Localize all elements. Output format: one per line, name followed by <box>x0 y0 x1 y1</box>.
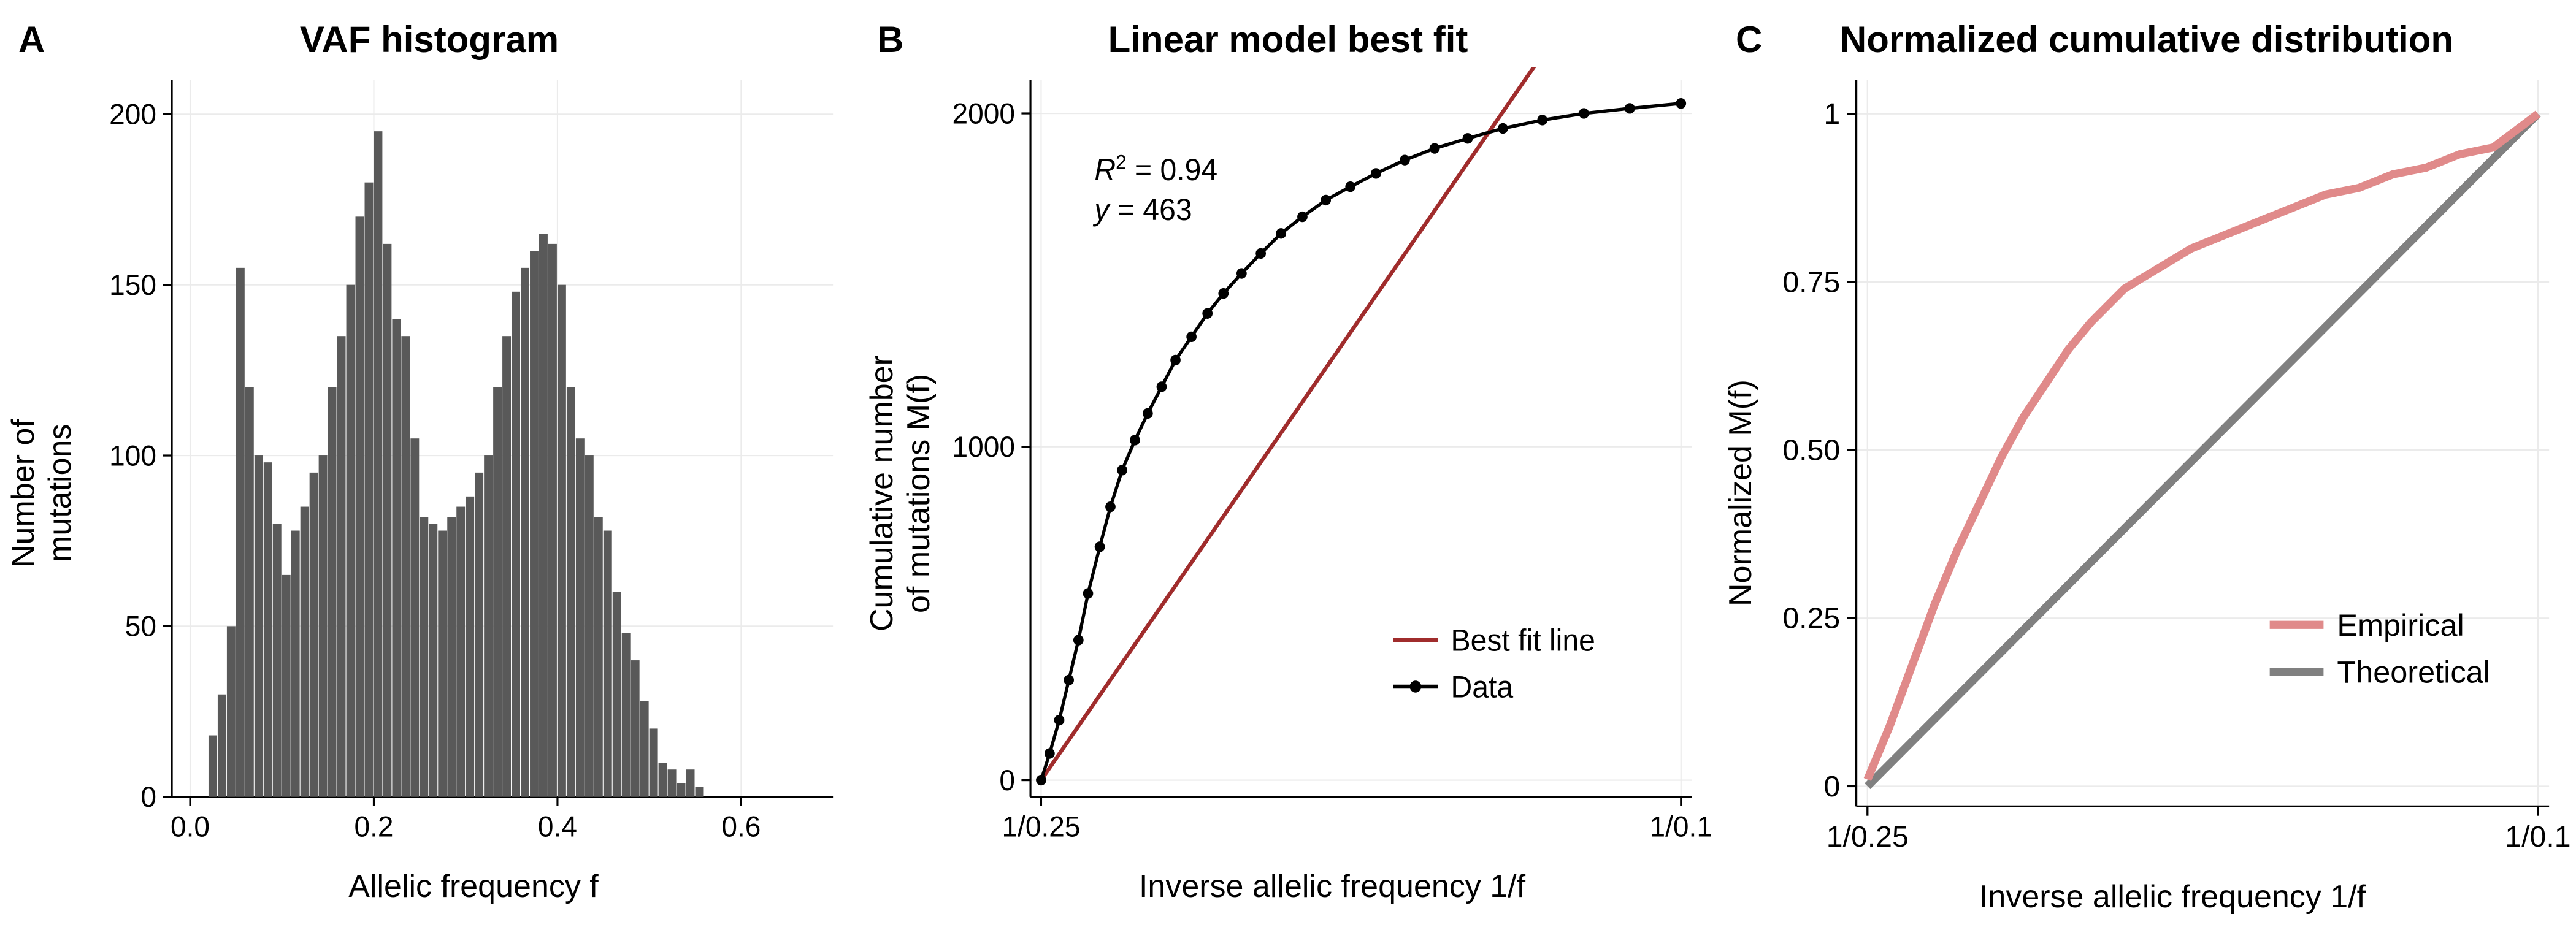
panel-a: A VAF histogram Number ofmutations 0.00.… <box>0 0 859 920</box>
panel-c-plotwrap: Normalized M(f) 1/0.25 1/0.1 0 0.25 0.50 0.75… <box>1717 67 2576 920</box>
svg-text:0: 0 <box>1823 770 1840 803</box>
svg-text:0.6: 0.6 <box>721 810 761 843</box>
panel-b-ylabel: Cumulative numberof mutations M(f) <box>859 67 947 920</box>
panel-b-xlabel: Inverse allelic frequency 1/f <box>947 863 1717 920</box>
svg-text:0.75: 0.75 <box>1782 265 1840 299</box>
panel-b: B Linear model best fit Cumulative numbe… <box>859 0 1717 920</box>
svg-text:0.50: 0.50 <box>1782 434 1840 467</box>
svg-text:150: 150 <box>109 269 156 301</box>
panel-b-plotwrap: Cumulative numberof mutations M(f) 1/0.2… <box>859 67 1717 920</box>
panel-b-title: Linear model best fit <box>859 18 1717 61</box>
svg-text:1000: 1000 <box>953 430 1015 463</box>
svg-text:y = 463: y = 463 <box>1092 193 1192 227</box>
panel-c-tag: C <box>1736 18 1762 61</box>
svg-text:100: 100 <box>109 440 156 472</box>
svg-text:1/0.25: 1/0.25 <box>1827 820 1909 853</box>
svg-text:Theoretical: Theoretical <box>2337 655 2490 690</box>
svg-text:2000: 2000 <box>953 97 1015 130</box>
svg-text:50: 50 <box>125 610 156 642</box>
svg-text:Best fit line: Best fit line <box>1451 624 1595 658</box>
svg-text:1/0.1: 1/0.1 <box>2505 820 2570 853</box>
panel-c: C Normalized cumulative distribution Nor… <box>1717 0 2576 920</box>
svg-text:0.4: 0.4 <box>538 810 577 843</box>
panel-b-tag: B <box>877 18 903 61</box>
panel-a-ylabel: Number ofmutations <box>0 67 88 920</box>
panel-a-xlabel: Allelic frequency f <box>88 863 859 920</box>
svg-text:0.25: 0.25 <box>1782 602 1840 635</box>
svg-text:0.2: 0.2 <box>354 810 393 843</box>
svg-text:0: 0 <box>140 780 156 813</box>
svg-text:1/0.25: 1/0.25 <box>1002 810 1080 843</box>
svg-text:0: 0 <box>999 764 1015 796</box>
panel-c-svg: 1/0.25 1/0.1 0 0.25 0.50 0.75 1 Empirical Theore… <box>1769 67 2576 874</box>
svg-text:Data: Data <box>1451 671 1513 704</box>
panel-a-title: VAF histogram <box>0 18 859 61</box>
svg-text:200: 200 <box>109 98 156 131</box>
svg-text:1: 1 <box>1823 97 1840 131</box>
svg-text:1/0.1: 1/0.1 <box>1650 810 1712 843</box>
panel-c-xlabel: Inverse allelic frequency 1/f <box>1769 874 2576 930</box>
figure-multi-panel: A VAF histogram Number ofmutations 0.00.… <box>0 0 2576 920</box>
svg-text:Empirical: Empirical <box>2337 608 2464 642</box>
panel-c-title: Normalized cumulative distribution <box>1717 18 2576 61</box>
panel-a-svg: 0.0 0.2 0.4 0.6 0 50 100 150 200 <box>88 67 859 863</box>
svg-text:0.0: 0.0 <box>171 810 210 843</box>
panel-a-plotwrap: Number ofmutations 0.0 0.2 0.4 0.6 0 50 100 150… <box>0 67 859 920</box>
panel-a-tag: A <box>18 18 45 61</box>
panel-b-svg: 1/0.25 1/0.1 0 1000 2000 R2 = 0.94 y = 463 Best… <box>947 67 1717 863</box>
svg-text:R2 = 0.94: R2 = 0.94 <box>1094 151 1217 187</box>
panel-c-ylabel: Normalized M(f) <box>1717 67 1769 920</box>
